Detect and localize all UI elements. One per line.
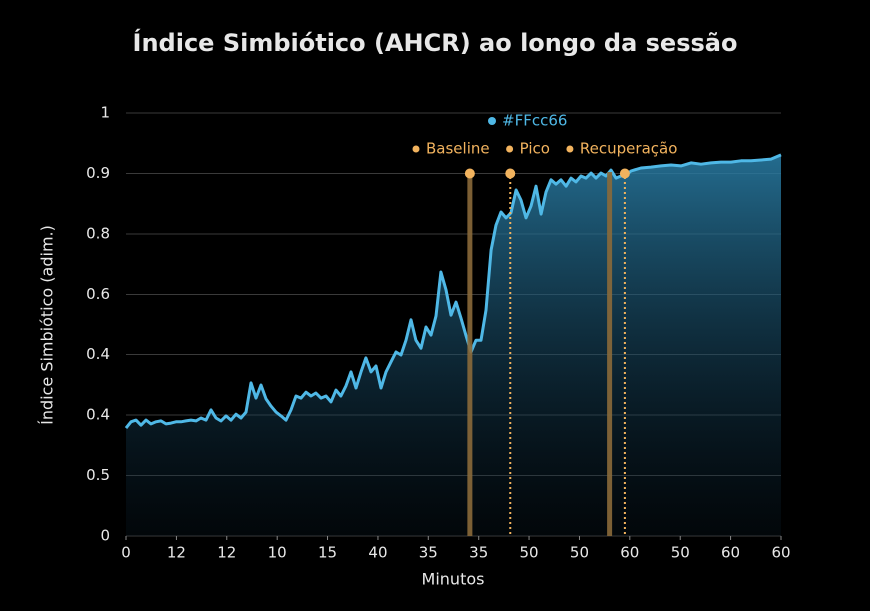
- legend-marker: [488, 117, 496, 125]
- y-tick-label: 0.6: [86, 285, 110, 303]
- event-marker: [464, 168, 475, 179]
- legend-label: Pico: [520, 140, 550, 158]
- legend-label: #FFcc66: [502, 112, 567, 130]
- y-tick-label: 0.4: [86, 406, 110, 424]
- x-tick-label: 12: [217, 544, 236, 562]
- x-tick-label: 15: [318, 544, 337, 562]
- legend-marker: [506, 145, 514, 153]
- x-tick-label: 50: [570, 544, 589, 562]
- y-tick-label: 0.8: [86, 224, 110, 242]
- x-tick-label: 12: [167, 544, 186, 562]
- x-tick-label: 35: [469, 544, 488, 562]
- event-marker: [619, 168, 630, 179]
- y-tick-label: 0.5: [86, 466, 110, 484]
- x-tick-label: 40: [368, 544, 387, 562]
- x-tick-label: 60: [721, 544, 740, 562]
- event-marker: [505, 168, 516, 179]
- x-tick-label: 50: [671, 544, 690, 562]
- legend-label: Baseline: [426, 140, 490, 158]
- y-tick-label: 0.4: [86, 345, 110, 363]
- x-tick-label: 10: [268, 544, 287, 562]
- chart-title: Índice Simbiótico (AHCR) ao longo da ses…: [133, 28, 738, 57]
- y-tick-label: 0: [100, 527, 110, 545]
- y-axis-label: Índice Simbiótico (adim.): [38, 225, 57, 425]
- x-tick-label: 35: [419, 544, 438, 562]
- legend-marker: [566, 145, 574, 153]
- area-fill: [126, 154, 781, 536]
- y-tick-label: 0.9: [86, 164, 110, 182]
- x-tick-label: 50: [519, 544, 538, 562]
- x-tick-label: 60: [771, 544, 790, 562]
- y-tick-label: 1: [100, 104, 110, 122]
- legend-marker: [412, 145, 420, 153]
- x-tick-label: 0: [121, 544, 131, 562]
- x-axis-label: Minutos: [422, 570, 485, 589]
- x-tick-label: 60: [620, 544, 639, 562]
- legend-label: Recuperação: [580, 140, 677, 158]
